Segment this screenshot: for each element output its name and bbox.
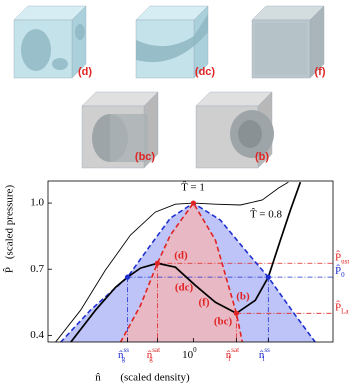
x-tick-label-sub: g xyxy=(122,355,126,363)
x-tick-label-label: n̂ xyxy=(118,349,124,361)
reference-label-label: P̂ xyxy=(335,250,341,263)
annotation: T̂ = 1 xyxy=(181,180,205,193)
x-tick-label-label: n̂ xyxy=(259,349,265,361)
plot-area xyxy=(55,181,333,342)
x-tick-label-label: 10 xyxy=(182,349,194,361)
reference-label: P̂0 xyxy=(335,264,345,279)
reference-label-label: P̂ xyxy=(335,300,341,313)
x-tick-label-sup: ss xyxy=(264,346,270,354)
annotation: (bc) xyxy=(214,316,233,328)
x-axis-label: (scaled density) xyxy=(120,372,190,384)
x-tick-label-sup: 0 xyxy=(193,346,197,354)
reference-label-sub: usm xyxy=(341,257,349,265)
inset-label: (b) xyxy=(255,151,269,163)
inset-label: (dc) xyxy=(195,66,216,78)
x-tick-label: n̂sat g xyxy=(147,346,160,363)
shade xyxy=(255,23,307,75)
cavity xyxy=(75,24,85,40)
x-tick-label-sup: ss xyxy=(124,346,130,354)
x-tick-label: n̂sat l xyxy=(226,346,239,363)
cube xyxy=(135,5,209,79)
curve xyxy=(55,181,289,342)
annotation: (b) xyxy=(236,291,250,303)
y-tick-label: 1.0 xyxy=(30,197,44,209)
cube xyxy=(81,91,159,169)
annotation: (dc) xyxy=(175,282,194,294)
inset-label: (bc) xyxy=(135,151,156,163)
annotation: (d) xyxy=(174,250,188,262)
x-tick-label-label: n̂ xyxy=(226,349,232,361)
point xyxy=(124,274,131,280)
cavity xyxy=(52,58,68,70)
cube xyxy=(195,91,274,169)
x-tick-label: 100 xyxy=(182,346,197,361)
point xyxy=(154,260,160,266)
y-tick-label: 0.4 xyxy=(30,329,44,341)
reference-label: P̂usm xyxy=(335,250,349,265)
insets: (d) (dc) (f) (bc) (b) xyxy=(13,5,326,169)
x-tick-label: n̂ss g xyxy=(118,346,129,363)
curve xyxy=(119,201,244,342)
x-axis-symbol: n̂ xyxy=(95,372,101,384)
cube xyxy=(251,5,325,79)
x-tick-label-sub: l xyxy=(263,355,265,363)
plot: 0.40.71.0n̂ssgn̂satg100n̂satln̂sslP̂usmP… xyxy=(2,180,349,383)
sphere-core xyxy=(238,120,262,148)
y-axis-label: (scaled pressure) xyxy=(4,185,16,260)
point xyxy=(265,274,271,280)
x-tick-label-sup: sat xyxy=(152,346,160,354)
reference-label-label: P̂ xyxy=(335,264,341,277)
channel xyxy=(136,14,208,63)
x-tick-label-sub: l xyxy=(228,355,230,363)
reference-label: P̂Lapl xyxy=(335,300,349,315)
plot-frame xyxy=(47,180,334,343)
reference-label-sub: 0 xyxy=(341,271,345,279)
x-tick-label-sub: g xyxy=(149,355,153,363)
reference-label-sub: Lapl xyxy=(341,307,349,315)
annotation: T̂ = 0.8 xyxy=(250,207,282,220)
y-axis-symbol: P̂ xyxy=(2,267,15,273)
cube xyxy=(13,5,87,79)
x-tick-label-sup: sat xyxy=(231,346,239,354)
cavity xyxy=(21,29,51,71)
cylinder xyxy=(110,114,148,162)
curve xyxy=(69,181,302,342)
inset-label: (f) xyxy=(315,66,326,78)
inset-label: (d) xyxy=(78,66,92,78)
annotation: (f) xyxy=(199,297,210,309)
point xyxy=(233,310,239,316)
x-tick-label: n̂ss l xyxy=(259,346,270,363)
x-tick-label-label: n̂ xyxy=(147,349,153,361)
point xyxy=(190,200,196,206)
y-tick-label: 0.7 xyxy=(30,263,44,275)
